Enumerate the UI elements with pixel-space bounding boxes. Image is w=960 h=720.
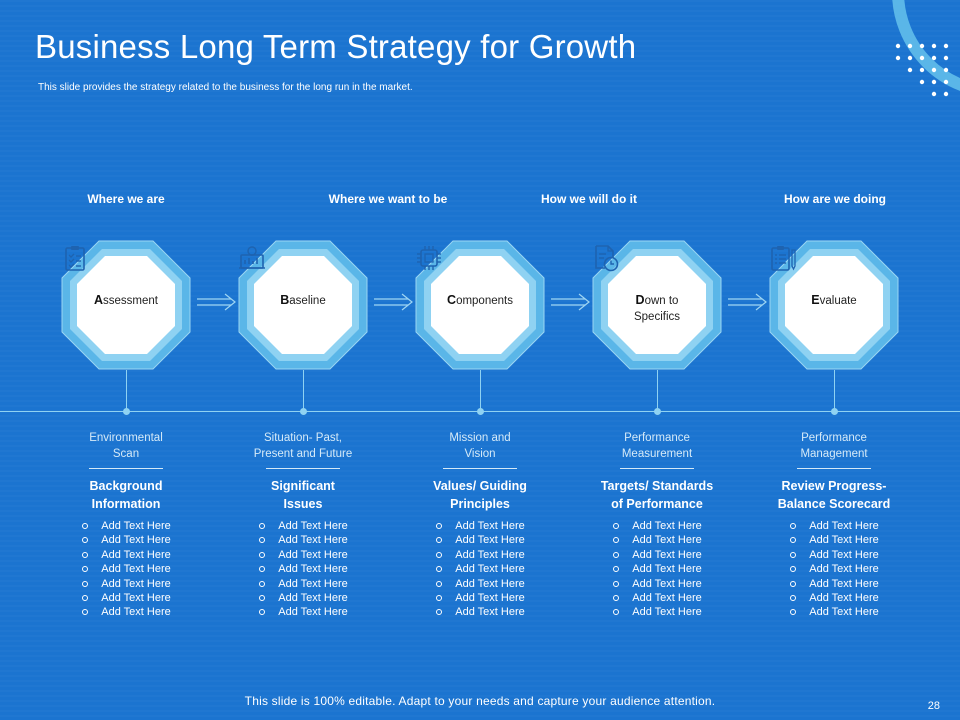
list-item: Add Text Here: [612, 605, 702, 619]
list-item: Add Text Here: [612, 519, 702, 533]
bullet-list: Add Text Here Add Text Here Add Text Her…: [81, 519, 171, 620]
step-heading: Background Information: [89, 479, 163, 511]
footer-note: This slide is 100% editable. Adapt to yo…: [244, 694, 716, 708]
bullet-list: Add Text Here Add Text Here Add Text Her…: [789, 519, 879, 620]
step-detail-column: Environmental Scan Background Information …: [51, 430, 201, 620]
list-item: Add Text Here: [258, 591, 348, 605]
phase-label-where-we-are: Where we are: [87, 192, 165, 206]
list-item: Add Text Here: [258, 577, 348, 591]
list-item: Add Text Here: [789, 562, 879, 576]
timeline-dot: [300, 408, 307, 415]
divider: [797, 468, 871, 469]
step-octagon-evaluate: Evaluate: [769, 240, 899, 370]
step-subtitle: Situation- Past, Present and Future: [253, 432, 353, 460]
list-item: Add Text Here: [612, 548, 702, 562]
list-item: Add Text Here: [612, 577, 702, 591]
list-item: Add Text Here: [435, 591, 525, 605]
step-label: Assessment: [94, 293, 158, 307]
list-item: Add Text Here: [435, 577, 525, 591]
step-label: Evaluate: [811, 293, 857, 307]
divider: [443, 468, 517, 469]
list-item: Add Text Here: [612, 562, 702, 576]
timeline-dot: [654, 408, 661, 415]
list-item: Add Text Here: [81, 605, 171, 619]
step-heading: Targets/ Standards of Performance: [600, 479, 714, 511]
step-octagon-baseline: Baseline: [238, 240, 368, 370]
list-item: Add Text Here: [81, 519, 171, 533]
list-item: Add Text Here: [258, 519, 348, 533]
timeline-dot: [831, 408, 838, 415]
slide-subtitle: This slide provides the strategy related…: [38, 82, 413, 93]
step-subtitle: Environmental Scan: [89, 432, 163, 460]
list-item: Add Text Here: [789, 548, 879, 562]
arrow-right-icon: [374, 293, 413, 311]
corner-decoration: [892, 0, 960, 97]
phase-label-where-we-want-to-be: Where we want to be: [328, 192, 448, 206]
list-item: Add Text Here: [81, 562, 171, 576]
step-heading: Review Progress- Balance Scorecard: [777, 479, 891, 511]
step-subtitle: Performance Management: [800, 432, 868, 460]
list-item: Add Text Here: [435, 519, 525, 533]
timeline-stem: [657, 370, 658, 412]
clipboard-pen-icon: [771, 246, 796, 271]
list-item: Add Text Here: [258, 562, 348, 576]
list-item: Add Text Here: [612, 591, 702, 605]
list-item: Add Text Here: [789, 591, 879, 605]
bullet-list: Add Text Here Add Text Here Add Text Her…: [435, 519, 525, 620]
arrow-right-icon: [197, 293, 236, 311]
step-label: Baseline: [280, 293, 326, 307]
step-label: Components: [447, 293, 513, 307]
list-item: Add Text Here: [789, 519, 879, 533]
list-item: Add Text Here: [435, 605, 525, 619]
list-item: Add Text Here: [789, 577, 879, 591]
timeline-stem: [480, 370, 481, 412]
timeline-stem: [834, 370, 835, 412]
phase-label-how-are-we-doing: How are we doing: [783, 192, 886, 206]
step-detail-column: Performance Measurement Targets/ Standard…: [582, 430, 732, 620]
divider: [620, 468, 694, 469]
list-item: Add Text Here: [612, 533, 702, 547]
step-subtitle: Performance Measurement: [621, 432, 693, 460]
list-item: Add Text Here: [258, 605, 348, 619]
list-item: Add Text Here: [81, 591, 171, 605]
timeline-dot: [477, 408, 484, 415]
step-octagon-down-to-specifics: Down to Specifics: [592, 240, 722, 370]
list-item: Add Text Here: [435, 562, 525, 576]
step-subtitle: Mission and Vision: [449, 432, 511, 460]
arrow-right-icon: [728, 293, 767, 311]
divider: [89, 468, 163, 469]
timeline-stem: [303, 370, 304, 412]
clipboard-checklist-icon: [65, 246, 85, 271]
timeline-dot: [123, 408, 130, 415]
bullet-list: Add Text Here Add Text Here Add Text Her…: [612, 519, 702, 620]
step-detail-column: Mission and Vision Values/ Guiding Princip…: [405, 430, 555, 620]
chip-icon: [417, 246, 441, 270]
list-item: Add Text Here: [435, 548, 525, 562]
list-item: Add Text Here: [258, 548, 348, 562]
timeline-stem: [126, 370, 127, 412]
bullet-list: Add Text Here Add Text Here Add Text Her…: [258, 519, 348, 620]
step-heading: Values/ Guiding Principles: [433, 479, 527, 511]
list-item: Add Text Here: [81, 548, 171, 562]
divider: [266, 468, 340, 469]
document-clock-icon: [595, 245, 619, 272]
idea-board-icon: [239, 246, 265, 269]
step-octagon-assessment: Assessment: [61, 240, 191, 370]
page-number: 28: [927, 700, 940, 712]
step-detail-column: Performance Management Review Progress- Ba…: [759, 430, 909, 620]
list-item: Add Text Here: [258, 533, 348, 547]
arrow-right-icon: [551, 293, 590, 311]
list-item: Add Text Here: [81, 533, 171, 547]
phase-label-how-we-will-do-it: How we will do it: [541, 192, 637, 206]
list-item: Add Text Here: [81, 577, 171, 591]
step-label: Down to Specifics: [633, 292, 681, 323]
list-item: Add Text Here: [789, 533, 879, 547]
slide-title: Business Long Term Strategy for Growth: [35, 28, 637, 65]
step-heading: Significant Issues: [271, 479, 335, 511]
list-item: Add Text Here: [435, 533, 525, 547]
step-detail-column: Situation- Past, Present and Future Signi…: [228, 430, 378, 620]
list-item: Add Text Here: [789, 605, 879, 619]
step-octagon-components: Components: [415, 240, 545, 370]
